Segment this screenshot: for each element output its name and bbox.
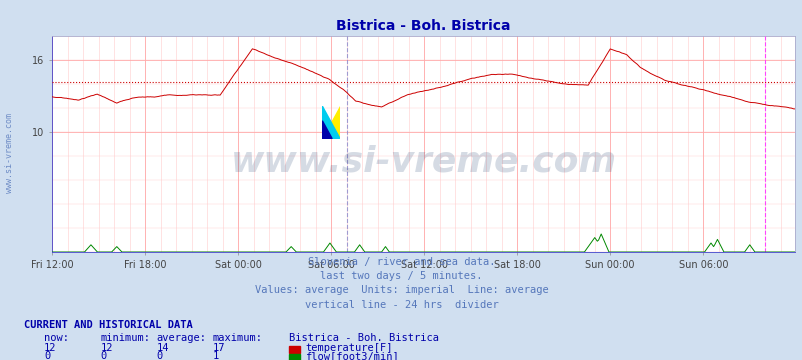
Text: 14: 14 — [156, 343, 169, 353]
Text: 12: 12 — [44, 343, 57, 353]
Text: 0: 0 — [44, 351, 51, 360]
Text: maximum:: maximum: — [213, 333, 262, 343]
Title: Bistrica - Boh. Bistrica: Bistrica - Boh. Bistrica — [336, 19, 510, 33]
Text: Slovenia / river and sea data.: Slovenia / river and sea data. — [307, 257, 495, 267]
Text: 17: 17 — [213, 343, 225, 353]
Text: last two days / 5 minutes.: last two days / 5 minutes. — [320, 271, 482, 281]
Polygon shape — [322, 106, 339, 139]
Text: 0: 0 — [156, 351, 163, 360]
Text: 12: 12 — [100, 343, 113, 353]
Text: 0: 0 — [100, 351, 107, 360]
Text: average:: average: — [156, 333, 206, 343]
Text: 1: 1 — [213, 351, 219, 360]
Text: vertical line - 24 hrs  divider: vertical line - 24 hrs divider — [304, 300, 498, 310]
Text: www.si-vreme.com: www.si-vreme.com — [5, 113, 14, 193]
Text: www.si-vreme.com: www.si-vreme.com — [230, 144, 616, 178]
Text: minimum:: minimum: — [100, 333, 150, 343]
Text: now:: now: — [44, 333, 69, 343]
Polygon shape — [322, 106, 339, 139]
Polygon shape — [322, 121, 332, 139]
Text: Values: average  Units: imperial  Line: average: Values: average Units: imperial Line: av… — [254, 285, 548, 296]
Text: flow[foot3/min]: flow[foot3/min] — [305, 351, 399, 360]
Text: Bistrica - Boh. Bistrica: Bistrica - Boh. Bistrica — [289, 333, 439, 343]
Text: temperature[F]: temperature[F] — [305, 343, 392, 353]
Text: CURRENT AND HISTORICAL DATA: CURRENT AND HISTORICAL DATA — [24, 320, 192, 330]
